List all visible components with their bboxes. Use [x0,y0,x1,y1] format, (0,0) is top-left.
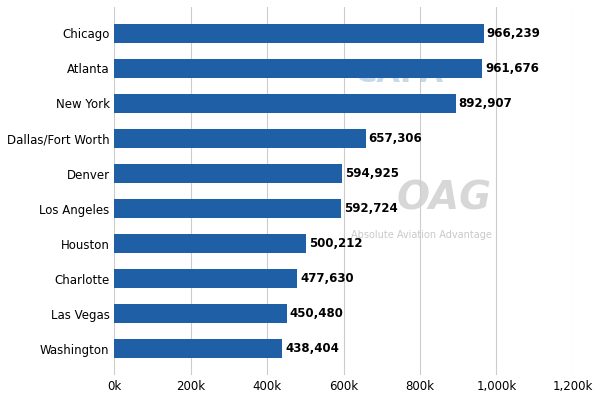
Bar [115,164,342,183]
Text: 657,306: 657,306 [368,132,422,145]
Text: 500,212: 500,212 [308,237,362,250]
Bar [115,304,287,324]
Text: Absolute Aviation Advantage: Absolute Aviation Advantage [351,230,492,240]
Text: 450,480: 450,480 [290,307,343,320]
Text: 594,925: 594,925 [345,167,399,180]
Bar [115,129,365,148]
Bar [115,234,305,253]
Bar [115,59,482,78]
Text: 592,724: 592,724 [344,202,398,215]
Bar [115,94,455,113]
Text: 477,630: 477,630 [300,272,353,285]
Text: 966,239: 966,239 [487,27,541,40]
Bar [115,339,282,358]
Text: OAG: OAG [397,180,492,218]
Text: CAPA: CAPA [354,59,443,88]
Text: CENTRE FOR AVIATION: CENTRE FOR AVIATION [343,101,454,111]
Bar [115,24,484,43]
Bar [115,199,341,218]
Bar [115,269,297,288]
Text: 892,907: 892,907 [458,97,512,110]
Text: 961,676: 961,676 [485,62,539,75]
Text: 438,404: 438,404 [285,342,339,355]
